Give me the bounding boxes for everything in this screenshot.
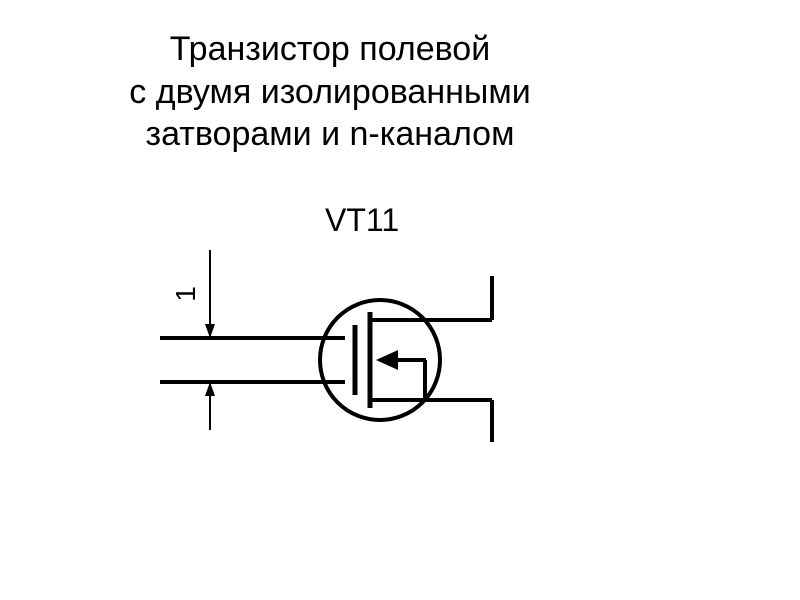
title-line-2: с двумя изолированными [50,71,610,114]
title-line-1: Транзистор полевой [50,28,610,71]
schematic-svg [130,220,550,500]
title-line-3: затворами и n-каналом [50,113,610,156]
diagram-title: Транзистор полевой с двумя изолированным… [50,28,610,156]
transistor-schematic: VT11 1 [130,220,550,500]
